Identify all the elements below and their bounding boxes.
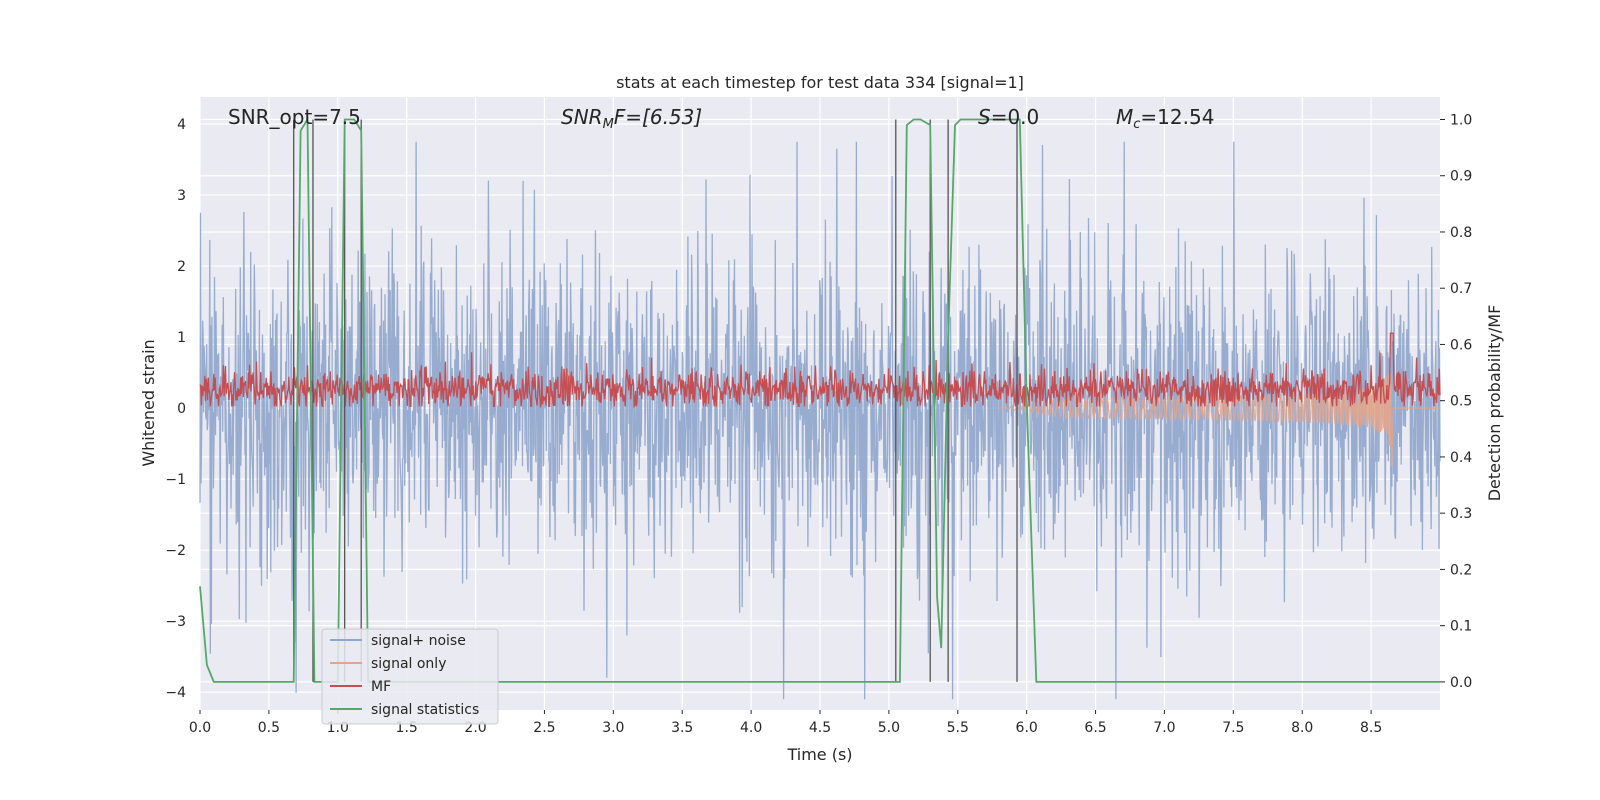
y-tick-label: −4 <box>165 685 186 701</box>
y-tick-label: 4 <box>177 117 186 133</box>
x-tick-label: 7.0 <box>1153 720 1175 736</box>
y-axis-label: Whitened strain <box>139 339 158 466</box>
x-tick-label: 5.5 <box>947 720 969 736</box>
legend-label-signal-statistics: signal statistics <box>371 702 479 718</box>
y-tick-label: −1 <box>165 472 186 488</box>
x-tick-label: 6.5 <box>1084 720 1106 736</box>
line-mf <box>199 332 1441 409</box>
x-tick-label: 4.5 <box>809 720 831 736</box>
chart-title: stats at each timestep for test data 334… <box>616 73 1024 92</box>
x-tick-label: 0.0 <box>189 720 211 736</box>
y-right-tick-label: 0.8 <box>1450 225 1472 241</box>
y-tick-label: 0 <box>177 401 186 417</box>
legend-label-mf: MF <box>371 679 391 695</box>
series-signal-statistics <box>199 116 1440 683</box>
x-axis-label: Time (s) <box>786 745 852 764</box>
x-tick-label: 6.0 <box>1016 720 1038 736</box>
annotation-snr-mf: SNRMF=[6.53] <box>561 105 702 132</box>
y-right-tick-label: 0.5 <box>1450 394 1472 410</box>
y-tick-label: −2 <box>165 543 186 559</box>
y-right-tick-label: 0.9 <box>1450 169 1472 185</box>
x-tick-label: 8.5 <box>1360 720 1382 736</box>
x-tick-label: 4.0 <box>740 720 762 736</box>
y-right-tick-label: 0.4 <box>1450 450 1472 466</box>
y-right-tick-label: 0.3 <box>1450 506 1472 522</box>
legend-label-signal-only: signal only <box>371 656 446 672</box>
y-right-tick-label: 0.2 <box>1450 562 1472 578</box>
y-right-tick-label: 0.1 <box>1450 619 1472 635</box>
line-signal-statistics <box>199 116 1440 683</box>
annotation-mc: Mc=12.54 <box>1116 105 1214 132</box>
legend: signal+ noise signal only MF signal stat… <box>321 628 499 725</box>
legend-label-signal-noise: signal+ noise <box>371 633 466 649</box>
y-right-tick-label: 0.7 <box>1450 281 1472 297</box>
y-right-axis-label: Detection probability/MF <box>1485 305 1504 502</box>
y-tick-label: 2 <box>177 259 186 275</box>
y-tick-label: 1 <box>177 330 186 346</box>
annotation-s-value: S=0.0 <box>978 105 1039 129</box>
x-tick-label: 0.5 <box>258 720 280 736</box>
x-tick-label: 5.0 <box>878 720 900 736</box>
y-right-axis-ticks: 0.0 0.1 0.2 0.3 0.4 0.5 0.6 0.7 0.8 0.9 1.0 <box>1440 112 1472 691</box>
y-tick-label: −3 <box>165 614 186 630</box>
y-right-tick-label: 1.0 <box>1450 112 1472 128</box>
x-tick-label: 2.5 <box>533 720 555 736</box>
line-signal-only <box>999 368 1440 467</box>
y-tick-label: 3 <box>177 188 186 204</box>
y-right-tick-label: 0.6 <box>1450 337 1472 353</box>
series-signal-only <box>999 368 1440 467</box>
x-tick-label: 7.5 <box>1222 720 1244 736</box>
x-tick-label: 3.5 <box>671 720 693 736</box>
legend-box <box>321 628 499 725</box>
x-tick-label: 8.0 <box>1291 720 1313 736</box>
series-mf <box>199 332 1441 409</box>
annotation-snr-opt: SNR_opt=7.5 <box>228 105 361 129</box>
x-tick-label: 3.0 <box>602 720 624 736</box>
y-axis-ticks: −4 −3 −2 −1 0 1 2 3 4 <box>165 117 186 701</box>
y-right-tick-label: 0.0 <box>1450 675 1472 691</box>
